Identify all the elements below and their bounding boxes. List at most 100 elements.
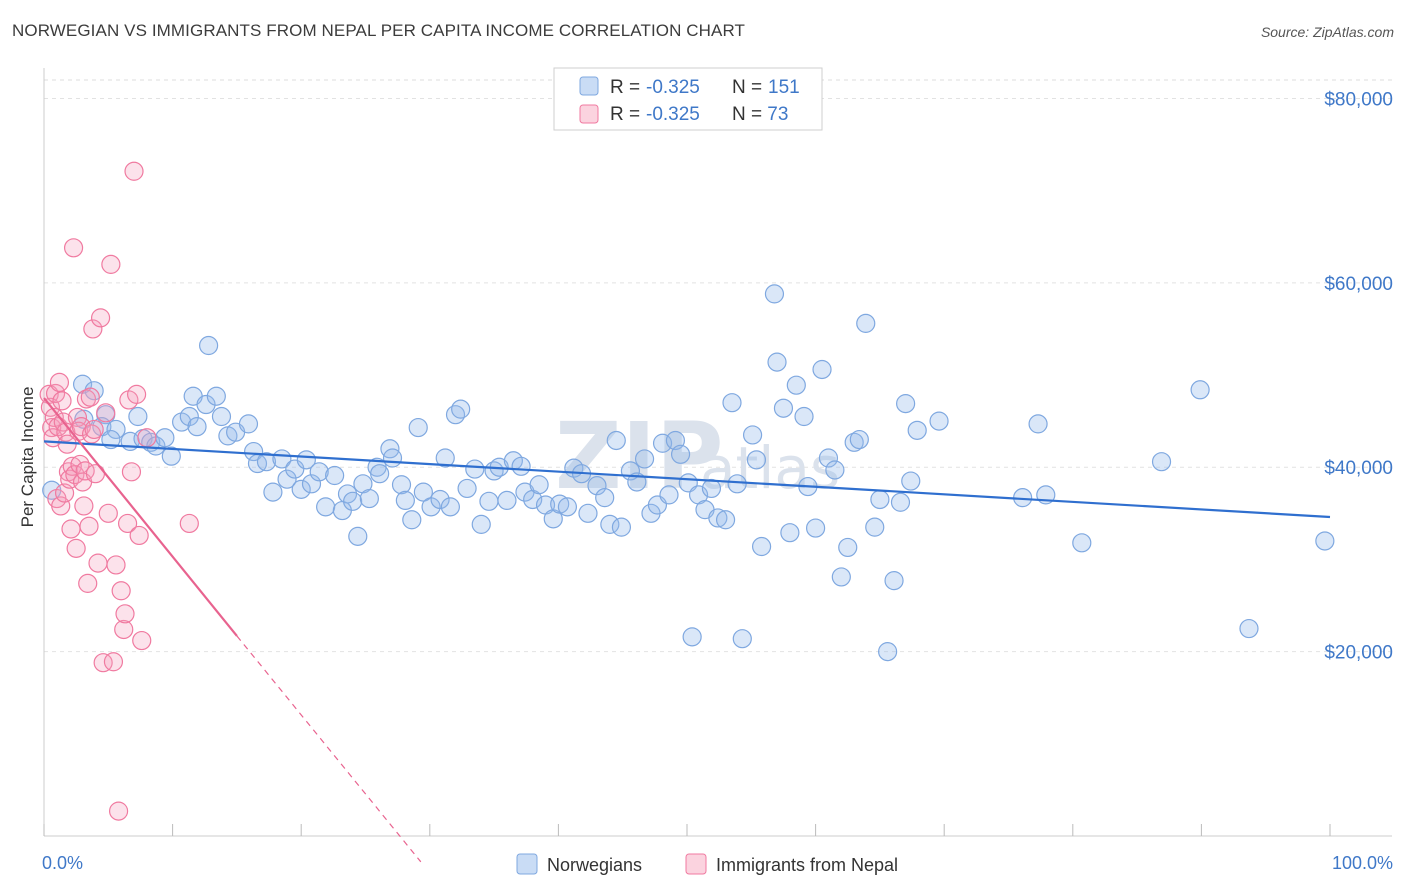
data-point: [395, 490, 415, 511]
data-point: [1028, 414, 1048, 434]
data-point: [727, 474, 747, 494]
x-tick-label: 100.0%: [1332, 853, 1393, 873]
data-point: [121, 462, 142, 482]
data-point: [732, 629, 752, 649]
data-point: [66, 538, 86, 558]
data-point: [90, 308, 111, 328]
data-point: [484, 461, 504, 481]
y-tick-label: $60,000: [1324, 274, 1393, 295]
data-point: [325, 465, 345, 486]
data-point: [45, 383, 66, 404]
data-point: [83, 319, 103, 339]
data-point: [52, 391, 72, 411]
data-point: [587, 476, 607, 496]
data-point: [206, 386, 226, 406]
data-point: [179, 406, 199, 427]
data-point: [101, 254, 121, 274]
data-point: [238, 414, 259, 434]
y-axis-label: Per Capita Income: [18, 387, 37, 528]
data-point: [767, 352, 787, 372]
data-point: [408, 417, 428, 438]
data-point: [742, 425, 763, 445]
series-nepal: [39, 161, 199, 821]
data-point: [1239, 618, 1259, 639]
data-point: [751, 536, 772, 557]
trend-line: [43, 440, 1331, 519]
stat-n-label-1: N =: [732, 104, 762, 125]
stat-r-label-1: R =: [610, 104, 640, 125]
data-point: [348, 526, 368, 546]
data-point: [471, 514, 491, 534]
data-point: [929, 411, 949, 431]
legend-label-nepal: Immigrants from Nepal: [716, 855, 898, 875]
data-point: [865, 517, 885, 537]
data-point: [1072, 533, 1092, 553]
legend-swatch-norwegians: [516, 853, 538, 875]
data-point: [670, 444, 691, 464]
data-point: [108, 801, 129, 821]
data-point: [63, 238, 84, 258]
data-point: [451, 399, 471, 419]
legend-swatch-nepal: [685, 853, 707, 875]
data-point: [884, 571, 904, 591]
data-point: [256, 452, 277, 472]
watermark-atlas: atlas: [700, 434, 840, 502]
data-point: [413, 482, 433, 502]
data-point: [103, 652, 124, 672]
trend-line: [43, 397, 238, 637]
data-point: [1151, 452, 1172, 472]
data-point: [659, 485, 679, 505]
grid-lines: [44, 79, 1392, 653]
data-point: [550, 494, 570, 514]
trend-line-extension: [236, 635, 422, 863]
data-point: [746, 450, 767, 470]
data-point: [114, 619, 134, 640]
data-point: [825, 460, 845, 480]
data-point: [74, 409, 94, 429]
watermark-zip: ZIP: [555, 403, 723, 510]
data-point: [124, 161, 144, 181]
data-point: [126, 384, 147, 404]
data-point: [479, 491, 499, 511]
data-point: [856, 313, 876, 333]
data-point: [682, 627, 702, 647]
data-point: [391, 475, 412, 495]
data-point: [74, 496, 94, 516]
stat-n-value-1: 73: [762, 104, 788, 125]
data-point: [595, 488, 615, 508]
data-point: [211, 406, 232, 427]
y-tick-label: $40,000: [1324, 458, 1393, 479]
data-point: [430, 489, 450, 510]
data-point: [370, 464, 390, 484]
y-tick-labels: $20,000 $40,000 $60,000 $80,000: [1324, 89, 1393, 663]
data-point: [901, 471, 921, 491]
data-point: [812, 359, 832, 380]
data-point: [343, 491, 363, 511]
data-point: [316, 497, 336, 517]
data-point: [708, 508, 728, 528]
watermark: ZIP atlas: [555, 403, 840, 510]
data-point: [79, 516, 99, 536]
data-point: [301, 474, 322, 494]
data-point: [805, 518, 826, 538]
series-norwegians: [42, 284, 1335, 662]
data-point: [557, 497, 578, 517]
data-point: [161, 446, 181, 466]
data-point: [263, 482, 283, 502]
data-point: [634, 449, 655, 469]
data-points: [39, 161, 1335, 821]
data-point: [65, 464, 85, 485]
data-point: [578, 503, 598, 523]
chart-title: NORWEGIAN VS IMMIGRANTS FROM NEPAL PER C…: [12, 21, 746, 40]
data-point: [722, 393, 742, 413]
data-point: [382, 448, 403, 468]
y-tick-label: $80,000: [1324, 89, 1393, 110]
data-point: [179, 513, 199, 534]
data-point: [106, 555, 126, 575]
data-point: [457, 478, 477, 499]
stat-r-value-1: -0.325: [646, 104, 700, 125]
data-point: [497, 490, 517, 511]
stat-r-value-0: -0.325: [646, 77, 700, 98]
data-point: [870, 489, 890, 510]
